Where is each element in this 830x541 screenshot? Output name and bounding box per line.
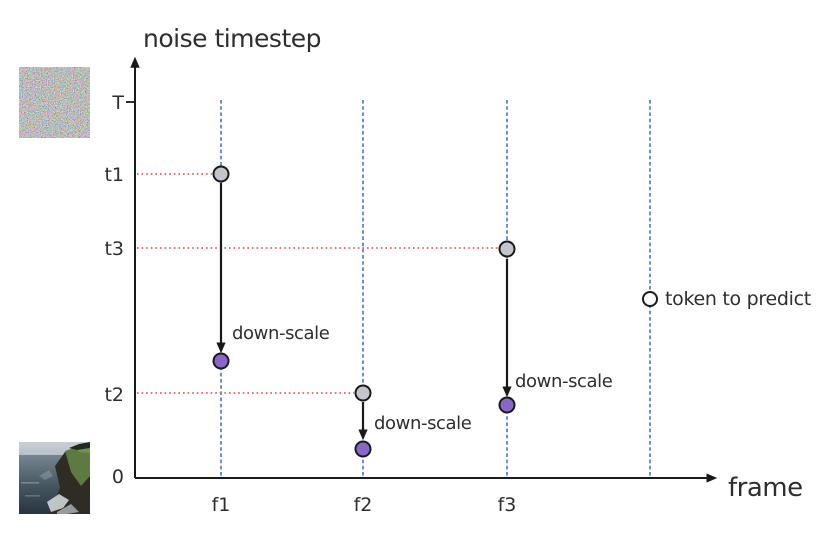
downscale-label-f2: down-scale	[374, 413, 472, 434]
y-tick-T: T	[111, 92, 124, 114]
coastal-cliff-photo	[19, 442, 90, 514]
x-axis-title: frame	[728, 473, 803, 503]
photo-cliff-vegetation	[65, 444, 90, 486]
photo-surf	[47, 494, 69, 512]
y-tick-0: 0	[112, 466, 124, 488]
noisy-token-f3	[498, 240, 516, 258]
downscale-arrows	[216, 183, 512, 441]
legend-token-to-predict: token to predict	[665, 288, 811, 310]
x-tick-f1: f1	[212, 494, 231, 516]
y-tick-t1: t1	[104, 164, 124, 186]
noisy-token-f1	[212, 165, 230, 183]
downscaled-token-f1	[212, 352, 230, 370]
photo-wave-line	[21, 482, 39, 484]
downscaled-token-f3	[498, 396, 516, 414]
photo-surf-2	[57, 504, 79, 514]
y-tick-t2: t2	[104, 384, 124, 406]
gaussian-noise-image	[19, 67, 90, 138]
photo-rock-outcrop	[39, 470, 53, 480]
y-tick-t3: t3	[104, 238, 124, 260]
y-axis-title: noise timestep	[143, 24, 321, 53]
x-tick-f3: f3	[498, 494, 517, 516]
photo-treeline	[69, 442, 90, 450]
token-to-predict-marker	[642, 291, 658, 307]
downscale-label-f1: down-scale	[232, 323, 330, 344]
x-tick-f2: f2	[354, 494, 373, 516]
noisy-token-f2	[354, 384, 372, 402]
photo-wave-line-2	[25, 495, 40, 497]
downscale-label-f3: down-scale	[515, 371, 613, 392]
tokens	[212, 165, 658, 458]
timestep-guide-lines	[137, 173, 498, 394]
downscaled-token-f2	[354, 440, 372, 458]
